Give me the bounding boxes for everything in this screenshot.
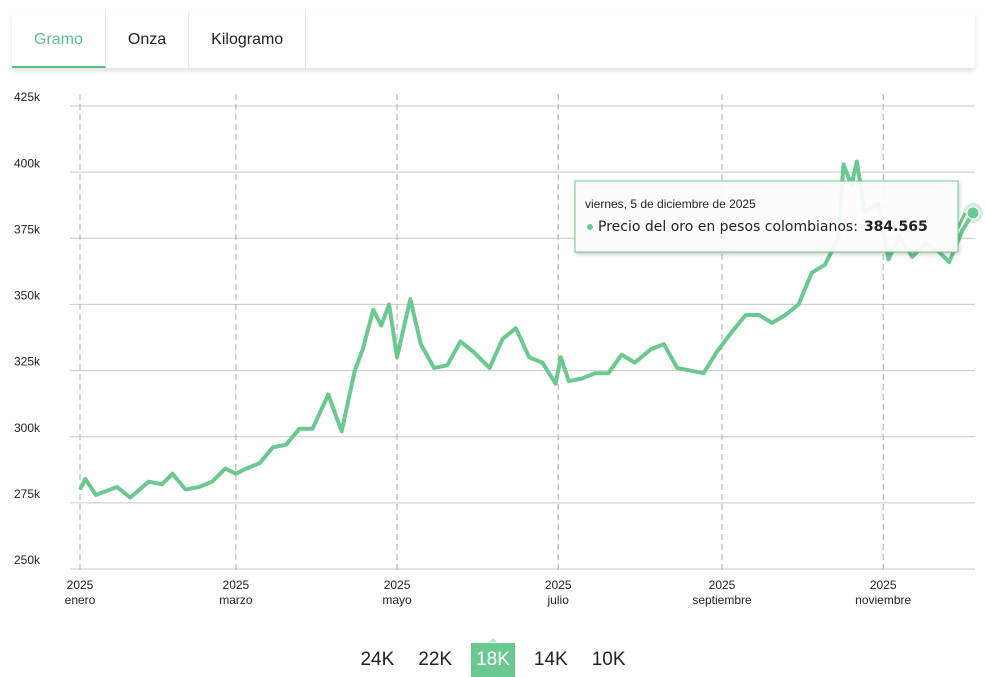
y-tick-label: 425k (14, 90, 41, 104)
x-tick-label: 2025 (67, 578, 94, 592)
x-tick-sublabel: enero (65, 593, 96, 607)
hover-point (966, 206, 980, 220)
x-tick-sublabel: marzo (219, 593, 253, 607)
y-tick-label: 325k (14, 355, 41, 369)
y-tick-label: 250k (14, 553, 41, 567)
tooltip-label: Precio del oro en pesos colombianos: (598, 219, 858, 235)
x-tick-label: 2025 (384, 578, 411, 592)
tab-bar: Gramo Onza Kilogramo (12, 12, 975, 68)
x-tick-sublabel: septiembre (692, 593, 752, 607)
x-tick-sublabel: mayo (382, 593, 412, 607)
karat-button[interactable]: 10K (591, 649, 626, 670)
x-tick-sublabel: julio (547, 593, 570, 607)
tab[interactable]: Gramo (12, 12, 106, 68)
x-tick-label: 2025 (709, 578, 736, 592)
tooltip-value: 384.565 (864, 219, 928, 235)
y-tick-label: 275k (14, 487, 41, 501)
y-tick-label: 375k (14, 222, 41, 236)
karat-button[interactable]: 18K (471, 638, 515, 677)
tab[interactable]: Kilogramo (189, 12, 307, 68)
tab[interactable]: Onza (106, 12, 190, 68)
y-tick-label: 400k (14, 156, 41, 170)
karat-button[interactable]: 22K (418, 649, 453, 670)
tooltip-title: viernes, 5 de diciembre de 2025 (585, 197, 756, 211)
karat-button[interactable]: 24K (360, 649, 395, 670)
tooltip-bullet (587, 224, 593, 230)
price-line (78, 159, 975, 500)
tooltip-connector (956, 212, 967, 229)
tooltip-box (574, 180, 959, 253)
y-tick-label: 300k (14, 421, 41, 435)
x-tick-sublabel: noviembre (855, 593, 911, 607)
y-tick-label: 350k (14, 289, 41, 303)
x-tick-label: 2025 (870, 578, 897, 592)
x-tick-label: 2025 (223, 578, 250, 592)
karat-selector: 24K 22K 18K 14K 10K (0, 638, 986, 677)
karat-button[interactable]: 14K (533, 649, 568, 670)
x-tick-label: 2025 (545, 578, 572, 592)
